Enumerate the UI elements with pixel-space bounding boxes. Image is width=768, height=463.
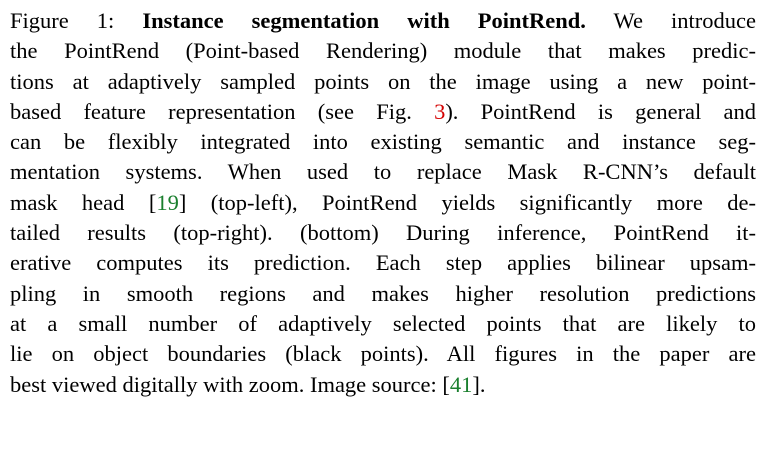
caption-line-8: tailed results (top-right). (bottom) Dur… <box>10 220 756 246</box>
caption-line-12: lie on object boundaries (black points).… <box>10 341 756 367</box>
figure-reference-link[interactable]: 3 <box>434 98 446 124</box>
caption-line-6: mentation systems. When used to replace … <box>10 159 756 185</box>
caption-text: best viewed digitally with zoom. Image s… <box>10 371 450 397</box>
figure-caption: Figure 1: Instance segmentation with Poi… <box>10 6 756 400</box>
caption-line-5: can be flexibly integrated into existing… <box>10 129 756 155</box>
caption-text: ). PointRend is general and <box>445 98 756 124</box>
figure-label: Figure 1: <box>10 8 143 33</box>
caption-text: ]. <box>472 371 486 397</box>
caption-line-9: erative computes its prediction. Each st… <box>10 250 756 276</box>
caption-line-10: pling in smooth regions and makes higher… <box>10 280 756 306</box>
caption-line-3: tions at adaptively sampled points on th… <box>10 68 756 94</box>
caption-line-13: best viewed digitally with zoom. Image s… <box>10 370 756 400</box>
caption-line-2: the PointRend (Point-based Rendering) mo… <box>10 38 756 64</box>
caption-text: based feature representation (see Fig. <box>10 98 435 124</box>
caption-title: Instance segmentation with PointRend. <box>142 8 586 33</box>
citation-link[interactable]: 41 <box>449 371 473 397</box>
citation-link[interactable]: 19 <box>156 189 179 215</box>
caption-line-7: mask head [19] (top-left), PointRend yie… <box>10 188 756 218</box>
caption-text: We introduce <box>585 8 756 33</box>
caption-text: ] (top-left), PointRend yields significa… <box>178 189 756 215</box>
caption-line-1: Figure 1: Instance segmentation with Poi… <box>10 6 756 36</box>
caption-line-4: based feature representation (see Fig. 3… <box>10 97 756 127</box>
caption-line-11: at a small number of adaptively selected… <box>10 310 756 336</box>
caption-text: mask head [ <box>10 189 157 215</box>
